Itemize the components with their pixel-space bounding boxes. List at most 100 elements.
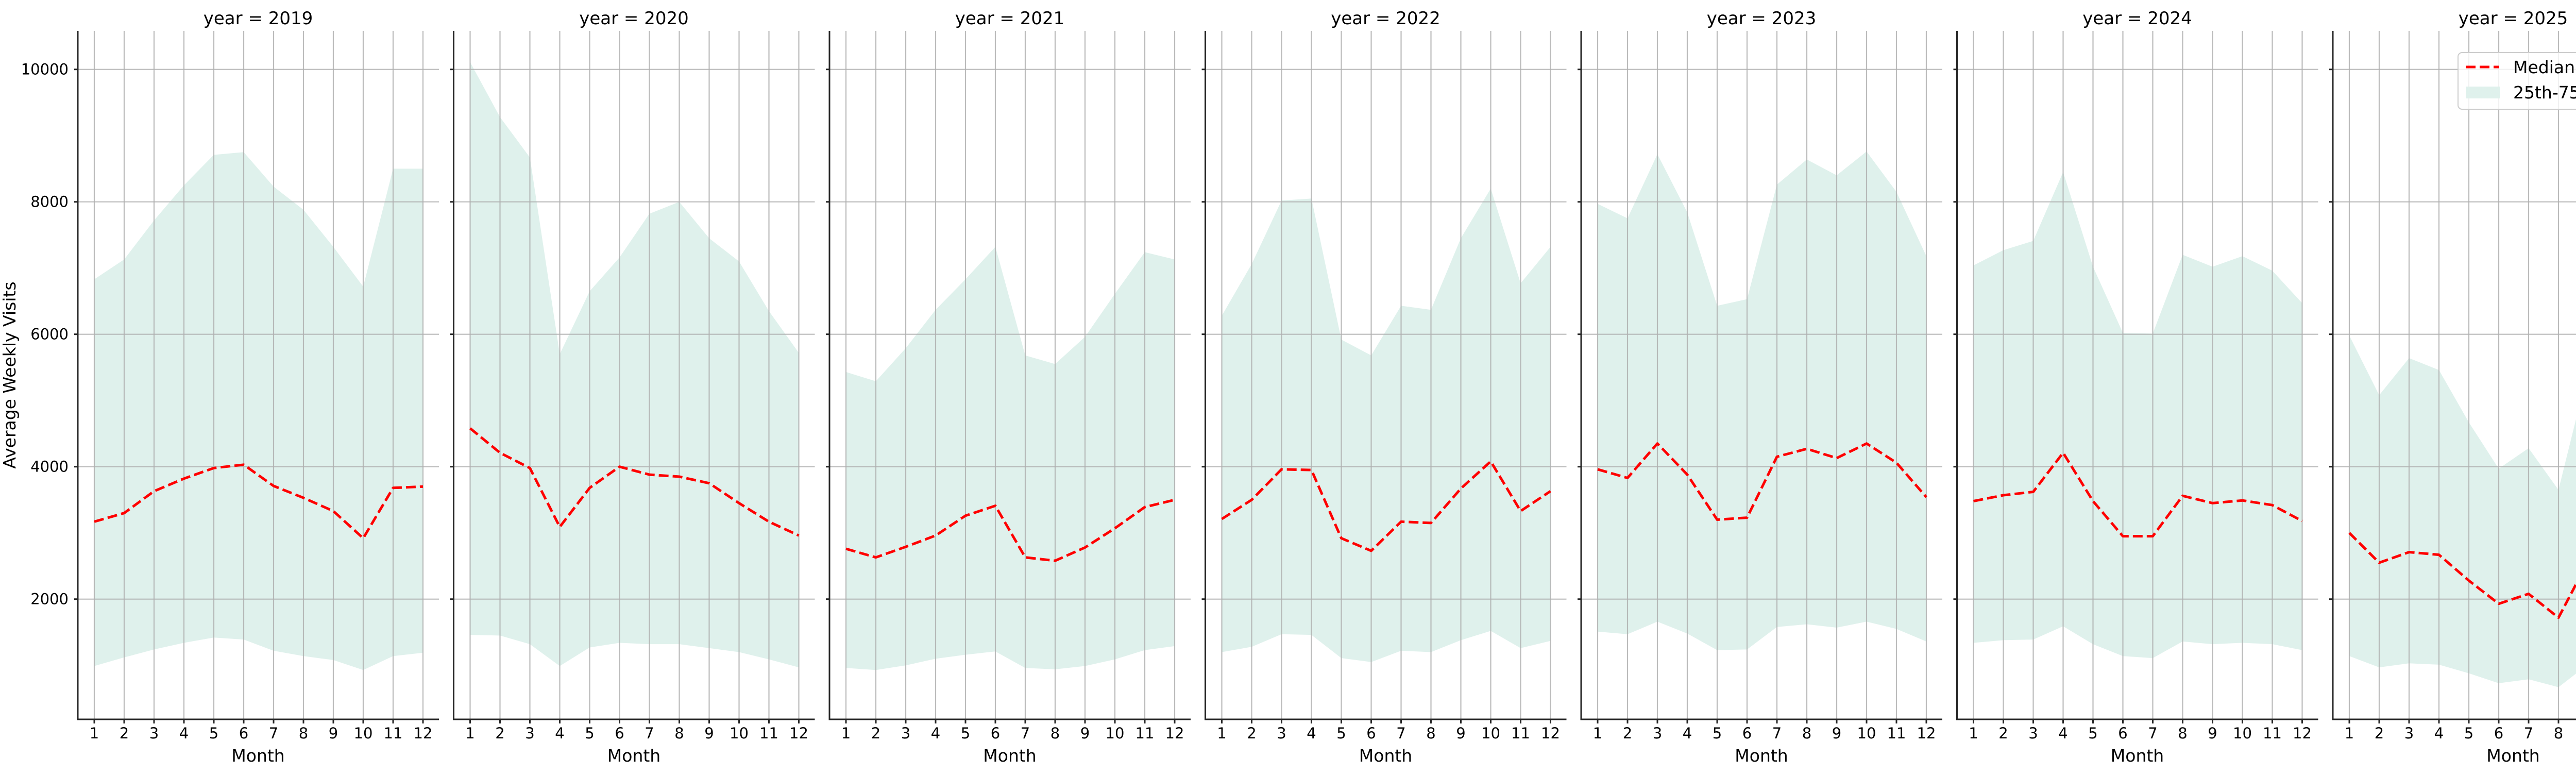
y-tick-label: 6000: [30, 326, 69, 343]
x-tick-label: 12: [1165, 725, 1184, 742]
x-tick-label: 2: [1623, 725, 1632, 742]
x-axis-label: Month: [983, 746, 1036, 766]
x-tick-label: 1: [2345, 725, 2354, 742]
x-tick-label: 12: [1541, 725, 1560, 742]
percentile-band: [1222, 189, 1551, 662]
x-tick-label: 6: [991, 725, 1000, 742]
x-tick-label: 11: [2263, 725, 2282, 742]
x-tick-label: 3: [2028, 725, 2038, 742]
x-tick-label: 7: [1021, 725, 1030, 742]
x-tick-label: 3: [149, 725, 159, 742]
percentile-band: [94, 152, 423, 670]
x-tick-label: 10: [2233, 725, 2252, 742]
x-tick-label: 5: [1336, 725, 1346, 742]
x-tick-label: 7: [2148, 725, 2157, 742]
median-line: [1597, 442, 1927, 521]
x-tick-label: 7: [1772, 725, 1782, 742]
panel-title: year = 2019: [204, 8, 313, 29]
percentile-band: [470, 62, 799, 668]
y-tick-label: 10000: [21, 61, 69, 78]
median-line: [845, 498, 1175, 562]
x-tick-label: 5: [961, 725, 970, 742]
panel-title: year = 2024: [2082, 8, 2192, 29]
x-tick-label: 8: [674, 725, 684, 742]
x-tick-label: 4: [179, 725, 189, 742]
legend-median-label: Median: [2513, 57, 2575, 77]
x-tick-label: 7: [645, 725, 654, 742]
x-tick-label: 1: [1217, 725, 1226, 742]
median-line: [1973, 451, 2303, 538]
x-tick-label: 8: [2554, 725, 2563, 742]
x-tick-label: 3: [2404, 725, 2414, 742]
x-tick-label: 11: [1136, 725, 1155, 742]
x-tick-label: 6: [2494, 725, 2503, 742]
y-tick-label: 8000: [30, 193, 69, 211]
y-axis-label: Average Weekly Visits: [0, 281, 20, 468]
x-tick-label: 1: [465, 725, 474, 742]
x-axis-label: Month: [2111, 746, 2164, 766]
x-tick-label: 12: [414, 725, 433, 742]
x-tick-label: 4: [1307, 725, 1316, 742]
median-line: [469, 427, 800, 537]
x-axis-label: Month: [1359, 746, 1412, 766]
x-tick-label: 2: [1998, 725, 2008, 742]
x-tick-label: 2: [120, 725, 129, 742]
median-line: [94, 463, 423, 540]
percentile-band: [2349, 335, 2576, 687]
legend-band-label: 25th-75th Percentile: [2513, 82, 2576, 103]
x-tick-label: 11: [759, 725, 778, 742]
median-line: [2348, 532, 2576, 619]
x-tick-label: 10: [354, 725, 373, 742]
x-tick-label: 3: [1653, 725, 1662, 742]
x-tick-label: 5: [1713, 725, 1722, 742]
x-tick-label: 2: [2375, 725, 2384, 742]
y-tick-label: 2000: [30, 591, 69, 608]
legend: Median 25th-75th Percentile: [2458, 52, 2576, 110]
x-tick-label: 8: [1802, 725, 1811, 742]
x-axis-label: Month: [1735, 746, 1788, 766]
x-tick-label: 6: [1366, 725, 1376, 742]
x-tick-label: 9: [1080, 725, 1090, 742]
x-tick-label: 12: [789, 725, 808, 742]
x-tick-label: 4: [2058, 725, 2067, 742]
x-tick-label: 9: [329, 725, 338, 742]
y-tick-label: 4000: [30, 458, 69, 476]
x-tick-label: 6: [1742, 725, 1752, 742]
x-tick-label: 9: [704, 725, 714, 742]
x-tick-label: 6: [239, 725, 248, 742]
x-tick-label: 8: [2178, 725, 2187, 742]
x-tick-label: 9: [1456, 725, 1465, 742]
x-axis-label: Month: [2486, 746, 2539, 766]
percentile-band: [1598, 151, 1926, 650]
x-tick-label: 5: [585, 725, 594, 742]
x-tick-label: 12: [1917, 725, 1936, 742]
x-tick-label: 10: [1857, 725, 1876, 742]
x-tick-label: 7: [269, 725, 278, 742]
x-tick-label: 2: [495, 725, 504, 742]
x-tick-label: 1: [90, 725, 99, 742]
x-tick-label: 1: [841, 725, 851, 742]
x-tick-label: 11: [1887, 725, 1906, 742]
x-axis-label: Month: [231, 746, 284, 766]
x-tick-label: 4: [2434, 725, 2444, 742]
x-tick-label: 6: [615, 725, 624, 742]
panel-title: year = 2022: [1331, 8, 1440, 29]
x-tick-label: 4: [931, 725, 940, 742]
x-tick-label: 5: [2464, 725, 2473, 742]
x-tick-label: 12: [2293, 725, 2312, 742]
panel-title: year = 2021: [955, 8, 1064, 29]
x-tick-label: 2: [1247, 725, 1256, 742]
x-tick-label: 9: [2208, 725, 2217, 742]
x-tick-label: 11: [1511, 725, 1530, 742]
x-tick-label: 3: [901, 725, 910, 742]
x-tick-label: 2: [871, 725, 880, 742]
